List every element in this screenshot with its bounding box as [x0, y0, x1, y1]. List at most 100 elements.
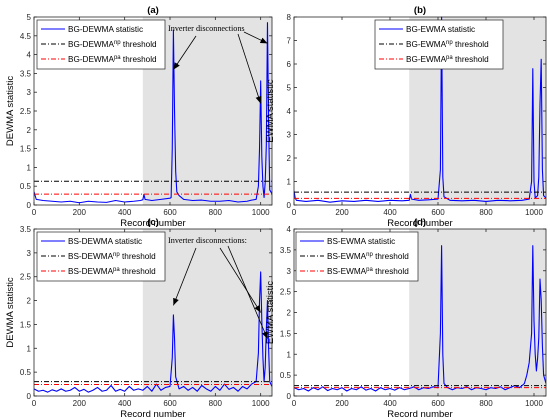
y-tick-label: 0	[27, 201, 32, 210]
x-axis-label: Record number	[387, 218, 452, 229]
legend: BG-EWMA statistic BG-EWMAnp threshold BG-E…	[374, 19, 504, 70]
y-tick-label: 0	[287, 392, 292, 401]
x-tick-label: 0	[292, 208, 297, 217]
legend: BG-DEWMA statistic BG-DEWMAnp threshold BG…	[36, 19, 166, 70]
y-axis-label: EWMA statistic	[265, 281, 276, 345]
legend-label: BS-DEWMApa threshold	[68, 267, 156, 276]
y-tick-label: 1	[287, 350, 292, 359]
x-axis-label: Record number	[387, 409, 452, 420]
x-tick-label: 800	[209, 208, 223, 217]
series-line-statistic	[294, 16, 546, 203]
y-tick-label: 6	[287, 60, 292, 69]
x-tick-label: 0	[32, 208, 37, 217]
y-axis-label: DEWMA statistic	[5, 277, 16, 347]
y-tick-label: 2.5	[280, 288, 292, 297]
x-tick-label: 400	[383, 399, 397, 408]
x-tick-label: 800	[209, 399, 223, 408]
y-tick-label: 7	[287, 37, 292, 46]
y-tick-label: 1	[27, 163, 32, 172]
series-group	[294, 245, 546, 392]
annotation-text: Inverter disconnections	[168, 24, 245, 33]
y-tick-label: 4	[287, 225, 292, 234]
y-tick-label: 3	[27, 249, 32, 258]
series-group	[34, 271, 272, 393]
legend-label: BS-EWMA statistic	[327, 237, 395, 246]
panel-label: (d)	[414, 217, 426, 228]
y-axis-label: DEWMA statistic	[5, 76, 16, 146]
annotation-arrow	[237, 33, 262, 104]
y-tick-label: 2.5	[20, 273, 32, 282]
legend: BS-DEWMA statistic BS-DEWMAnp threshold BS…	[36, 231, 166, 282]
legend: BS-EWMA statistic BS-EWMAnp threshold BS-E…	[295, 231, 419, 282]
annotation: Inverter disconnections	[168, 24, 268, 104]
x-tick-label: 800	[479, 208, 493, 217]
legend-label: BS-EWMAnp threshold	[327, 252, 409, 261]
y-tick-label: 1.5	[20, 320, 32, 329]
y-tick-label: 1	[27, 344, 32, 353]
y-tick-label: 0.5	[20, 368, 32, 377]
panel-d: 0 200 400 600 800 1000 0 0.5 1 1.5 2 2.5 3 3.5 4 Record…	[265, 217, 547, 420]
y-tick-label: 1	[287, 178, 292, 187]
y-tick-label: 5	[27, 13, 32, 22]
legend-label: BG-EWMA statistic	[406, 25, 475, 34]
series-line-statistic	[34, 22, 272, 204]
y-axis-label: EWMA statistic	[265, 79, 276, 143]
legend-label: BS-DEWMAnp threshold	[68, 252, 156, 261]
legend-box	[295, 231, 419, 282]
legend-label: BS-EWMApa threshold	[327, 267, 409, 276]
x-tick-label: 200	[335, 399, 349, 408]
legend-label: BG-DEWMAnp threshold	[68, 40, 157, 49]
y-tick-label: 2.5	[20, 107, 32, 116]
x-tick-label: 200	[73, 399, 87, 408]
axes-box	[33, 228, 273, 397]
x-tick-label: 1000	[252, 208, 270, 217]
y-tick-label: 3	[287, 131, 292, 140]
x-tick-label: 600	[163, 208, 177, 217]
y-tick-label: 8	[287, 13, 292, 22]
y-tick-label: 0.5	[20, 182, 32, 191]
x-tick-label: 200	[73, 208, 87, 217]
y-tick-label: 4	[287, 107, 292, 116]
series-line-statistic	[34, 271, 272, 393]
x-tick-label: 200	[335, 208, 349, 217]
legend-label: BS-DEWMA statistic	[68, 237, 142, 246]
panel-label: (b)	[414, 5, 426, 16]
x-tick-label: 0	[32, 399, 37, 408]
legend-label: BG-DEWMApa threshold	[68, 55, 157, 64]
y-tick-label: 2	[287, 309, 292, 318]
y-tick-label: 0.5	[280, 371, 292, 380]
x-tick-label: 600	[163, 399, 177, 408]
x-tick-label: 1000	[525, 399, 543, 408]
legend-label: BG-DEWMA statistic	[68, 25, 143, 34]
panel-b: 0 200 400 600 800 1000 0 1 2 3 4 5 6 7 8 Record number E…	[265, 5, 547, 229]
y-tick-label: 2	[27, 126, 32, 135]
panel-label: (c)	[147, 217, 159, 228]
y-tick-label: 4.5	[20, 32, 32, 41]
y-tick-label: 3	[287, 267, 292, 276]
y-tick-label: 1.5	[280, 329, 292, 338]
annotation-arrow	[227, 245, 268, 339]
x-axis-label: Record number	[120, 218, 185, 229]
x-tick-label: 800	[479, 399, 493, 408]
x-tick-label: 400	[383, 208, 397, 217]
x-tick-label: 1000	[525, 208, 543, 217]
x-tick-label: 400	[118, 399, 132, 408]
panel-a: 0 200 400 600 800 1000 0 0.5 1 1.5 2 2.5 3 3.5 4 4.5 5 Re…	[5, 5, 273, 229]
annotation-text: Inverter disconnections:	[168, 236, 247, 245]
x-tick-label: 1000	[252, 399, 270, 408]
x-axis-label: Record number	[120, 409, 185, 420]
y-tick-label: 3.5	[20, 69, 32, 78]
y-tick-label: 3	[27, 88, 32, 97]
y-tick-label: 3.5	[20, 225, 32, 234]
y-tick-label: 2	[287, 154, 292, 163]
y-tick-label: 4	[27, 51, 32, 60]
x-tick-label: 600	[431, 208, 445, 217]
x-tick-label: 0	[292, 399, 297, 408]
annotation-arrow	[219, 247, 262, 313]
y-tick-label: 0	[287, 201, 292, 210]
y-tick-label: 2	[27, 297, 32, 306]
y-tick-label: 5	[287, 84, 292, 93]
annotation-arrow	[173, 35, 197, 70]
legend-label: BG-EWMApa threshold	[406, 55, 489, 64]
panel-c: 0 200 400 600 800 1000 0 0.5 1 1.5 2 2.5 3 3.5 Record …	[5, 217, 273, 420]
